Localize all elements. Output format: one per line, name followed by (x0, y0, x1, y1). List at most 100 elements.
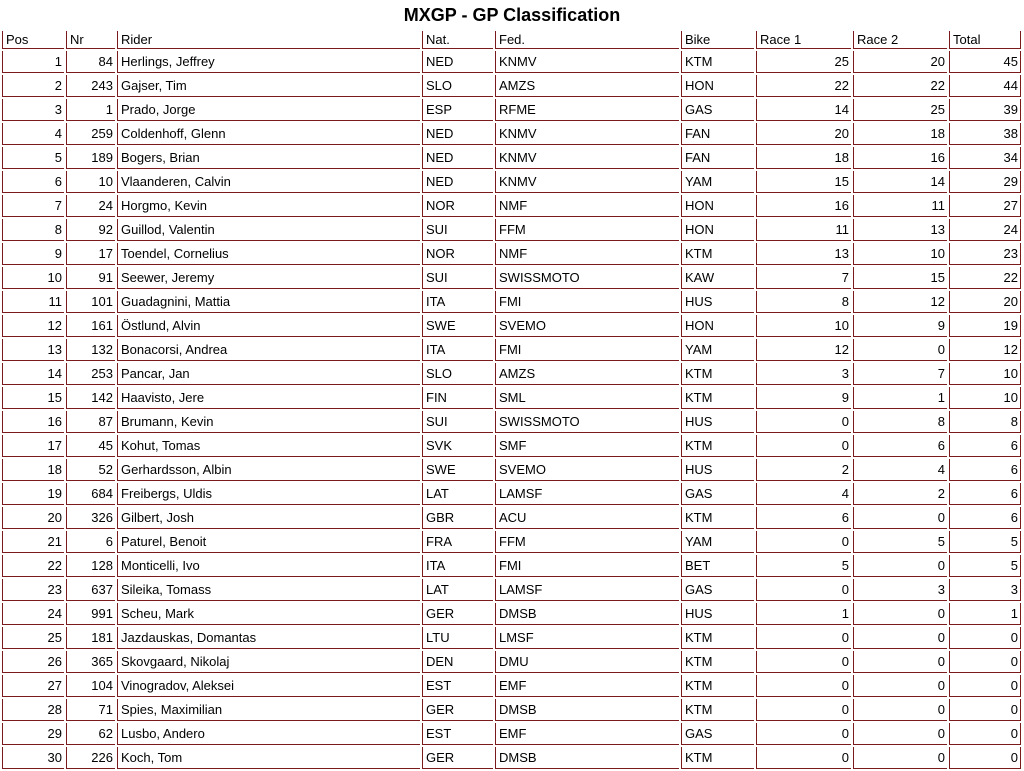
cell-race2: 5 (853, 531, 947, 553)
cell-total: 10 (949, 387, 1021, 409)
cell-nat: LAT (422, 579, 493, 601)
table-row: 20 326 Gilbert, Josh GBR ACU KTM 6 0 6 (2, 507, 1021, 529)
cell-total: 10 (949, 363, 1021, 385)
cell-total: 12 (949, 339, 1021, 361)
cell-rider: Brumann, Kevin (117, 411, 420, 433)
cell-nat: EST (422, 723, 493, 745)
cell-rider: Guillod, Valentin (117, 219, 420, 241)
cell-race1: 0 (756, 579, 851, 601)
cell-bike: YAM (681, 531, 754, 553)
cell-race2: 1 (853, 387, 947, 409)
cell-fed: LAMSF (495, 483, 679, 505)
column-header-nr: Nr (66, 31, 115, 49)
header-row: Pos Nr Rider Nat. Fed. Bike Race 1 Race 2 Total (2, 31, 1021, 49)
cell-fed: FFM (495, 219, 679, 241)
cell-nr: 259 (66, 123, 115, 145)
cell-nr: 1 (66, 99, 115, 121)
table-row: 29 62 Lusbo, Andero EST EMF GAS 0 0 0 (2, 723, 1021, 745)
cell-race1: 2 (756, 459, 851, 481)
cell-race1: 20 (756, 123, 851, 145)
cell-race2: 18 (853, 123, 947, 145)
cell-total: 0 (949, 723, 1021, 745)
cell-fed: SML (495, 387, 679, 409)
cell-rider: Bogers, Brian (117, 147, 420, 169)
cell-nat: EST (422, 675, 493, 697)
cell-race1: 4 (756, 483, 851, 505)
table-row: 2 243 Gajser, Tim SLO AMZS HON 22 22 44 (2, 75, 1021, 97)
cell-total: 23 (949, 243, 1021, 265)
table-row: 13 132 Bonacorsi, Andrea ITA FMI YAM 12 0 12 (2, 339, 1021, 361)
cell-total: 20 (949, 291, 1021, 313)
cell-nr: 365 (66, 651, 115, 673)
cell-nat: FIN (422, 387, 493, 409)
cell-bike: GAS (681, 579, 754, 601)
cell-nat: LTU (422, 627, 493, 649)
cell-race1: 12 (756, 339, 851, 361)
cell-race2: 13 (853, 219, 947, 241)
table-row: 6 10 Vlaanderen, Calvin NED KNMV YAM 15 14 29 (2, 171, 1021, 193)
cell-race2: 0 (853, 507, 947, 529)
table-row: 24 991 Scheu, Mark GER DMSB HUS 1 0 1 (2, 603, 1021, 625)
table-row: 14 253 Pancar, Jan SLO AMZS KTM 3 7 10 (2, 363, 1021, 385)
cell-bike: KTM (681, 651, 754, 673)
column-header-race2: Race 2 (853, 31, 947, 49)
cell-fed: LMSF (495, 627, 679, 649)
cell-bike: BET (681, 555, 754, 577)
cell-bike: YAM (681, 171, 754, 193)
cell-pos: 27 (2, 675, 64, 697)
cell-pos: 8 (2, 219, 64, 241)
cell-total: 8 (949, 411, 1021, 433)
cell-race2: 0 (853, 747, 947, 769)
cell-pos: 20 (2, 507, 64, 529)
cell-total: 27 (949, 195, 1021, 217)
cell-nr: 92 (66, 219, 115, 241)
cell-nr: 226 (66, 747, 115, 769)
cell-fed: SVEMO (495, 315, 679, 337)
cell-race2: 3 (853, 579, 947, 601)
cell-race1: 0 (756, 411, 851, 433)
cell-race1: 25 (756, 51, 851, 73)
table-body: 1 84 Herlings, Jeffrey NED KNMV KTM 25 20 45 2 243… (2, 51, 1021, 769)
cell-total: 22 (949, 267, 1021, 289)
cell-nat: NED (422, 123, 493, 145)
cell-pos: 17 (2, 435, 64, 457)
cell-fed: EMF (495, 723, 679, 745)
cell-bike: HUS (681, 411, 754, 433)
cell-fed: KNMV (495, 51, 679, 73)
cell-rider: Pancar, Jan (117, 363, 420, 385)
cell-race1: 14 (756, 99, 851, 121)
cell-rider: Koch, Tom (117, 747, 420, 769)
cell-rider: Haavisto, Jere (117, 387, 420, 409)
cell-pos: 9 (2, 243, 64, 265)
cell-bike: KTM (681, 243, 754, 265)
cell-race2: 14 (853, 171, 947, 193)
cell-fed: KNMV (495, 147, 679, 169)
cell-pos: 3 (2, 99, 64, 121)
cell-total: 1 (949, 603, 1021, 625)
cell-total: 24 (949, 219, 1021, 241)
table-row: 16 87 Brumann, Kevin SUI SWISSMOTO HUS 0 8 8 (2, 411, 1021, 433)
table-row: 21 6 Paturel, Benoit FRA FFM YAM 0 5 5 (2, 531, 1021, 553)
table-row: 8 92 Guillod, Valentin SUI FFM HON 11 13 24 (2, 219, 1021, 241)
table-row: 1 84 Herlings, Jeffrey NED KNMV KTM 25 20 45 (2, 51, 1021, 73)
cell-total: 29 (949, 171, 1021, 193)
cell-total: 0 (949, 699, 1021, 721)
cell-total: 6 (949, 459, 1021, 481)
cell-rider: Skovgaard, Nikolaj (117, 651, 420, 673)
cell-race1: 7 (756, 267, 851, 289)
cell-total: 6 (949, 483, 1021, 505)
cell-bike: GAS (681, 99, 754, 121)
cell-race1: 0 (756, 675, 851, 697)
cell-race2: 0 (853, 555, 947, 577)
cell-bike: FAN (681, 123, 754, 145)
cell-fed: FFM (495, 531, 679, 553)
cell-rider: Toendel, Cornelius (117, 243, 420, 265)
cell-fed: SWISSMOTO (495, 411, 679, 433)
cell-rider: Scheu, Mark (117, 603, 420, 625)
cell-bike: KTM (681, 387, 754, 409)
table-row: 10 91 Seewer, Jeremy SUI SWISSMOTO KAW 7 15 22 (2, 267, 1021, 289)
cell-rider: Gajser, Tim (117, 75, 420, 97)
cell-pos: 28 (2, 699, 64, 721)
cell-rider: Gerhardsson, Albin (117, 459, 420, 481)
cell-bike: GAS (681, 483, 754, 505)
